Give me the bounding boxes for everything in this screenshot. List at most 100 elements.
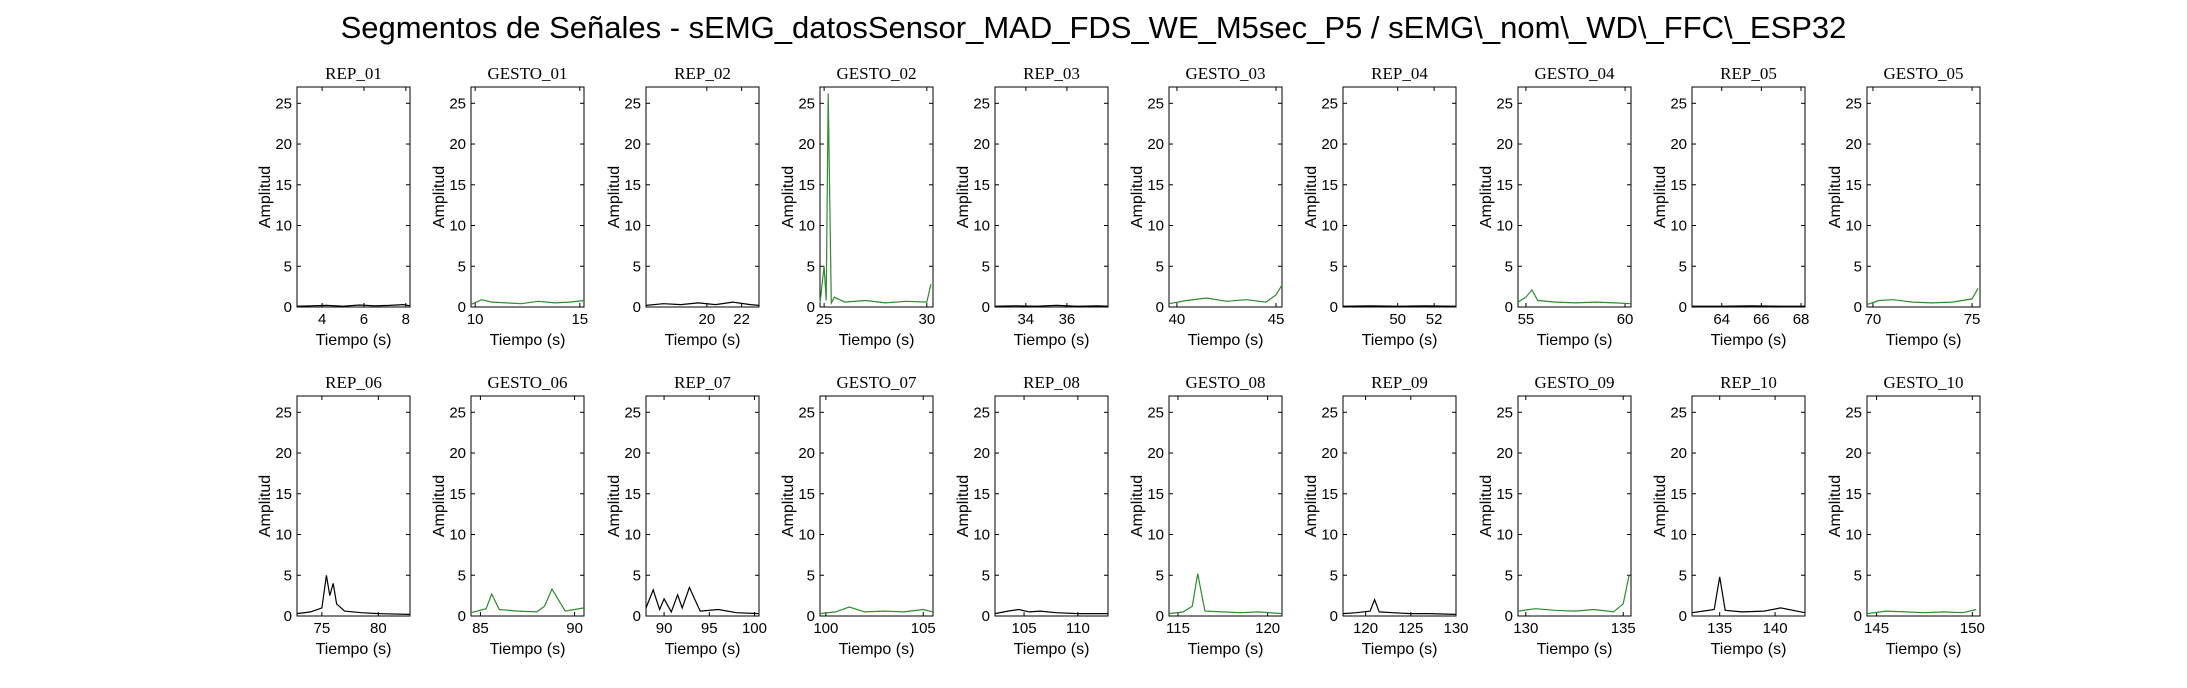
signal-line <box>1866 288 1979 306</box>
y-tick-label: 15 <box>1845 486 1862 503</box>
y-tick-label: 20 <box>449 445 466 462</box>
x-tick-label: 50 <box>1389 311 1406 328</box>
subplot-title: GESTO_02 <box>837 64 917 83</box>
y-axis-label: Amplitud <box>1303 166 1320 228</box>
signal-line <box>819 606 934 615</box>
signal-line <box>994 608 1108 615</box>
x-tick-label: 115 <box>1166 620 1190 637</box>
y-axis-label: Amplitud <box>1303 475 1320 537</box>
signal-line <box>296 303 411 307</box>
y-tick-label: 20 <box>275 136 292 153</box>
y-tick-label: 15 <box>973 177 990 194</box>
x-axis-label: Tiempo (s) <box>839 641 915 658</box>
y-tick-label: 10 <box>798 218 815 235</box>
y-tick-label: 15 <box>1670 177 1687 194</box>
x-axis-label: Tiempo (s) <box>665 332 741 349</box>
y-tick-label: 5 <box>1330 258 1338 275</box>
axes-box <box>645 86 760 308</box>
axes-box <box>1168 395 1283 617</box>
y-tick-label: 25 <box>1147 95 1164 112</box>
y-tick-label: 0 <box>807 299 815 316</box>
axes-box <box>819 395 934 617</box>
x-axis-label: Tiempo (s) <box>1537 332 1613 349</box>
y-axis-label: Amplitud <box>1652 166 1669 228</box>
y-axis-label: Amplitud <box>431 475 448 537</box>
x-axis-label: Tiempo (s) <box>1537 641 1613 658</box>
x-tick-label: 120 <box>1255 620 1280 637</box>
subplot: 0 5 10 15 20 25 50 52 REP_04 Tiempo (s) Amplitud <box>1303 64 1457 349</box>
y-tick-label: 10 <box>973 218 990 235</box>
subplot: 0 5 10 15 20 25 4 6 8 REP_01 Tiempo (s) Amplitud <box>257 64 411 349</box>
y-tick-label: 0 <box>1854 299 1862 316</box>
subplot-title: REP_04 <box>1371 64 1428 83</box>
y-tick-label: 15 <box>1496 486 1513 503</box>
subplot: 0 5 10 15 20 25 40 45 GESTO_03 Tiempo (s) Amplitud <box>1129 64 1284 349</box>
y-axis-label: Amplitud <box>780 475 797 537</box>
signal-line <box>819 93 932 306</box>
y-tick-label: 20 <box>1496 445 1513 462</box>
x-tick-label: 68 <box>1793 311 1810 328</box>
y-tick-label: 15 <box>449 177 466 194</box>
y-tick-label: 5 <box>807 258 815 275</box>
y-tick-label: 0 <box>982 608 990 625</box>
y-tick-label: 25 <box>449 95 466 112</box>
axes-box <box>1168 86 1283 308</box>
y-axis-label: Amplitud <box>606 166 623 228</box>
subplot: 0 5 10 15 20 25 120 125 130 REP_09 Tiempo (s) Ampli… <box>1303 373 1469 658</box>
y-tick-label: 10 <box>1321 218 1338 235</box>
subplot-title: GESTO_08 <box>1186 373 1266 392</box>
x-tick-label: 130 <box>1443 620 1468 637</box>
y-tick-label: 10 <box>798 527 815 544</box>
y-tick-label: 0 <box>1156 299 1164 316</box>
x-tick-label: 150 <box>1960 620 1985 637</box>
y-tick-label: 20 <box>1147 445 1164 462</box>
x-tick-label: 6 <box>360 311 368 328</box>
subplot: 0 5 10 15 20 25 105 110 REP_08 Tiempo (s) Amplitud <box>955 373 1109 658</box>
x-axis-label: Tiempo (s) <box>316 332 392 349</box>
x-axis-label: Tiempo (s) <box>1886 332 1962 349</box>
y-tick-label: 0 <box>982 299 990 316</box>
y-tick-label: 10 <box>1670 218 1687 235</box>
subplot-title: REP_05 <box>1720 64 1777 83</box>
x-tick-label: 85 <box>472 620 489 637</box>
x-tick-label: 90 <box>566 620 583 637</box>
y-tick-label: 5 <box>982 258 990 275</box>
axes-box <box>470 395 585 617</box>
y-tick-label: 20 <box>1321 136 1338 153</box>
y-tick-label: 20 <box>449 136 466 153</box>
y-tick-label: 15 <box>624 177 641 194</box>
subplot: 0 5 10 15 20 25 34 36 REP_03 Tiempo (s) Amplitud <box>955 64 1109 349</box>
subplot-title: REP_08 <box>1023 373 1080 392</box>
x-tick-label: 140 <box>1763 620 1788 637</box>
x-tick-label: 25 <box>816 311 833 328</box>
y-tick-label: 10 <box>1845 218 1862 235</box>
subplot-title: REP_06 <box>325 373 382 392</box>
y-tick-label: 10 <box>1147 527 1164 544</box>
x-tick-label: 105 <box>1012 620 1037 637</box>
y-tick-label: 5 <box>458 258 466 275</box>
x-tick-label: 15 <box>571 311 588 328</box>
y-tick-label: 0 <box>1854 608 1862 625</box>
x-tick-label: 70 <box>1865 311 1882 328</box>
signal-line <box>1691 576 1806 614</box>
y-tick-label: 25 <box>1670 95 1687 112</box>
y-tick-label: 15 <box>624 486 641 503</box>
y-tick-label: 5 <box>458 567 466 584</box>
signal-line <box>1866 608 1977 615</box>
x-tick-label: 10 <box>467 311 484 328</box>
y-tick-label: 5 <box>1505 567 1513 584</box>
axes-box <box>645 395 760 617</box>
y-tick-label: 10 <box>449 218 466 235</box>
y-tick-label: 10 <box>624 218 641 235</box>
subplot: 0 5 10 15 20 25 55 60 GESTO_04 Tiempo (s) Amplitud <box>1478 64 1633 349</box>
axes-box <box>296 86 411 308</box>
y-tick-label: 0 <box>1330 608 1338 625</box>
y-axis-label: Amplitud <box>431 166 448 228</box>
y-axis-label: Amplitud <box>606 475 623 537</box>
y-tick-label: 10 <box>1670 527 1687 544</box>
y-tick-label: 0 <box>1330 299 1338 316</box>
y-tick-label: 25 <box>275 404 292 421</box>
y-axis-label: Amplitud <box>955 475 972 537</box>
axes-box <box>470 86 585 308</box>
y-tick-label: 20 <box>1670 136 1687 153</box>
